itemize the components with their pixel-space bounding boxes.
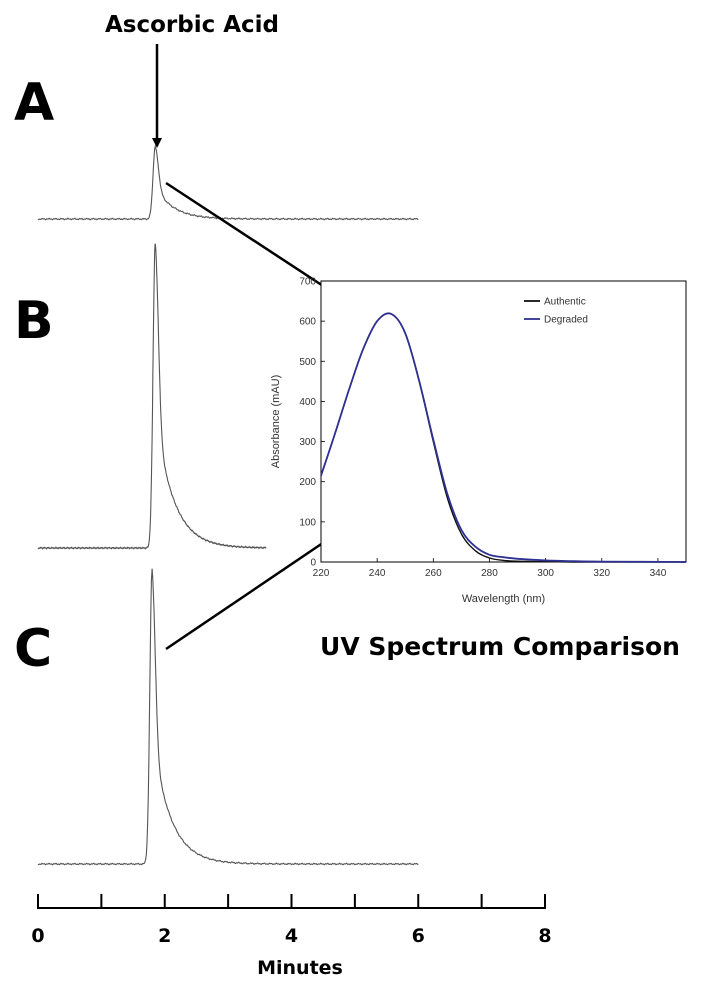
inset-x-tick-label: 240: [369, 568, 386, 579]
inset-y-tick-label: 600: [299, 317, 316, 328]
panel-label-c: C: [14, 619, 52, 679]
connector-arrow-c: [165, 528, 344, 651]
inset-x-tick-label: 300: [537, 568, 554, 579]
inset-y-tick-label: 700: [299, 277, 316, 288]
panel-label-a: A: [14, 73, 54, 133]
inset-y-axis-label: Absorbance (mAU): [270, 375, 282, 469]
inset-y-tick-label: 400: [299, 397, 316, 408]
panel-label-b: B: [14, 291, 54, 351]
inset-y-tick-label: 500: [299, 357, 316, 368]
inset-x-tick-label: 260: [425, 568, 442, 579]
time-axis-tick-label: 0: [31, 925, 44, 947]
chromatogram-trace-b: [37, 243, 267, 550]
inset-y-tick-label: 0: [310, 558, 316, 569]
time-axis-tick-label: 6: [412, 925, 425, 947]
inset-series-degraded: [320, 312, 687, 563]
time-axis: 0 2 4 6 8: [31, 894, 552, 947]
legend-label-degraded: Degraded: [544, 315, 588, 326]
legend-label-authentic: Authentic: [544, 297, 586, 308]
annotation-label: Ascorbic Acid: [105, 12, 279, 38]
time-axis-tick-label: 8: [538, 925, 551, 947]
chromatogram-trace-c: [37, 568, 419, 866]
inset-x-tick-label: 340: [650, 568, 667, 579]
inset-x-tick-label: 320: [593, 568, 610, 579]
time-axis-label: Minutes: [257, 957, 343, 979]
inset-x-tick-label: 220: [313, 568, 330, 579]
chromatogram-traces: [37, 144, 419, 866]
inset-x-axis-label: Wavelength (nm): [462, 593, 545, 605]
inset-y-tick-label: 200: [299, 477, 316, 488]
inset-plot-frame: [320, 280, 687, 563]
uv-spectrum-inset: 220 240 260 280 300 320 340 0 100 200 300 400 500 600…: [270, 277, 687, 605]
chromatogram-trace-a: [37, 144, 419, 221]
inset-x-tick-label: 280: [481, 568, 498, 579]
inset-title: UV Spectrum Comparison: [320, 632, 680, 661]
inset-y-tick-label: 100: [299, 517, 316, 528]
time-axis-tick-label: 4: [285, 925, 298, 947]
inset-y-tick-label: 300: [299, 437, 316, 448]
time-axis-tick-label: 2: [158, 925, 171, 947]
